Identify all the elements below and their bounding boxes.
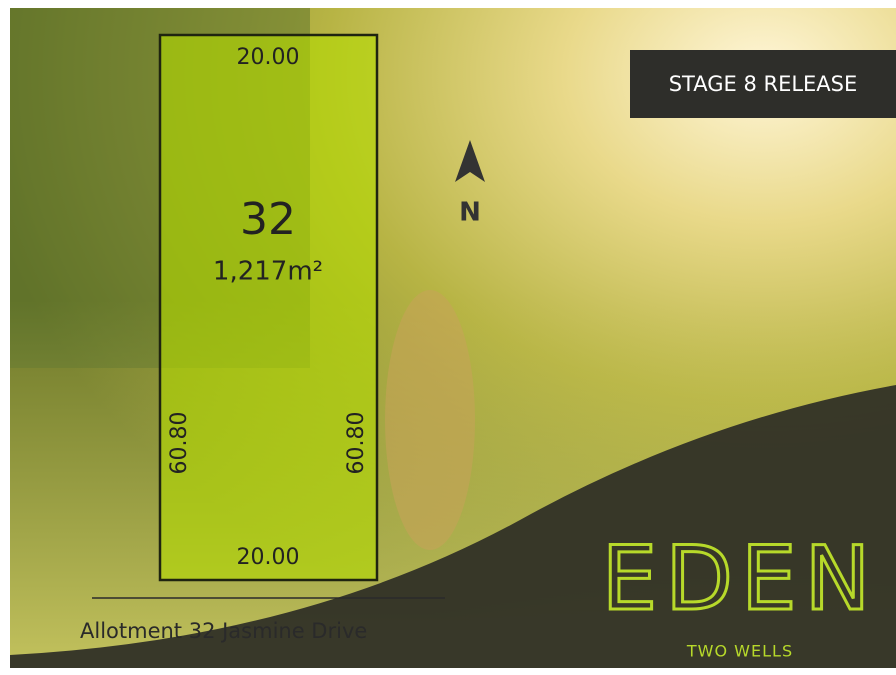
brand-name: EDEN: [602, 527, 879, 630]
lot-left: 60.80: [167, 412, 192, 475]
lot-right: 60.80: [344, 412, 369, 475]
lot-bottom: 20.00: [237, 545, 300, 570]
badge-text: STAGE 8 RELEASE: [669, 72, 858, 96]
lot-number: 32: [240, 194, 296, 245]
brand-location: TWO WELLS: [686, 642, 793, 661]
north-label: N: [459, 198, 481, 228]
girl-silhouette: [385, 290, 475, 550]
address: Allotment 32 Jasmine Drive: [80, 619, 367, 643]
flyer: 20.00 20.00 60.80 60.80 32 1,217m² N STA…: [0, 0, 896, 675]
lot-outline: [160, 35, 377, 580]
lot-top: 20.00: [237, 45, 300, 70]
lot-area: 1,217m²: [213, 257, 323, 287]
